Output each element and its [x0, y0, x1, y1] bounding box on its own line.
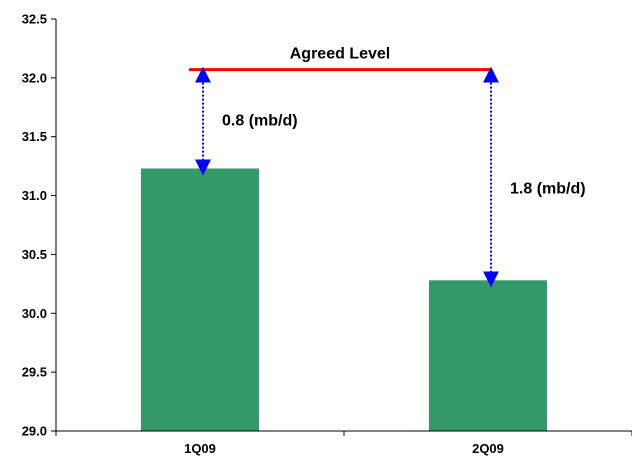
- y-tick-label: 32.0: [22, 70, 47, 85]
- gap-label-2q09: 1.8 (mb/d): [510, 180, 586, 197]
- bar-1q09: [140, 168, 260, 432]
- x-tick-label: 2Q09: [472, 441, 504, 456]
- y-ticks: 29.0 29.5 30.0 30.5 31.0 31.5 32.0 32.5: [22, 12, 56, 439]
- y-tick-label: 30.0: [22, 306, 47, 321]
- x-ticks: 1Q09 2Q09: [55, 431, 632, 456]
- y-tick-label: 32.5: [22, 12, 47, 27]
- y-tick-label: 29.5: [22, 365, 47, 380]
- reference-line-group: Agreed Level: [189, 46, 491, 72]
- y-tick-label: 31.5: [22, 129, 47, 144]
- y-tick-label: 31.0: [22, 188, 47, 203]
- gap-arrows: 0.8 (mb/d) 1.8 (mb/d): [195, 66, 586, 288]
- x-tick-label: 1Q09: [184, 441, 216, 456]
- y-tick-label: 29.0: [22, 424, 47, 439]
- gap-label-1q09: 0.8 (mb/d): [222, 113, 298, 130]
- agreed-level-label: Agreed Level: [290, 46, 390, 63]
- y-tick-label: 30.5: [22, 247, 47, 262]
- bars-layer: [140, 168, 548, 432]
- bar-2q09: [428, 280, 548, 431]
